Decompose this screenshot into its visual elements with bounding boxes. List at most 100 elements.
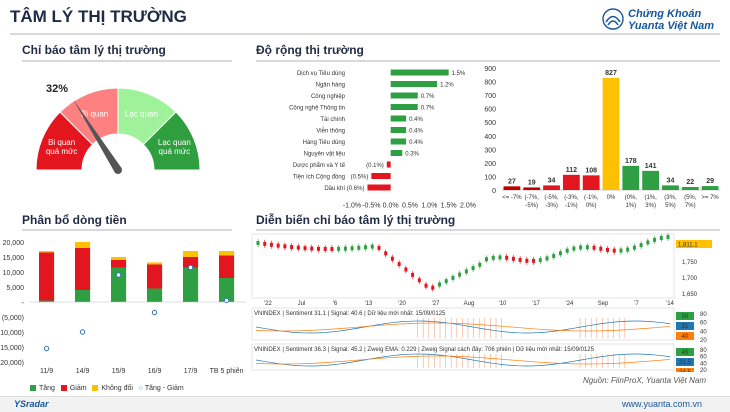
evo-candle-6 [296,245,300,250]
dist-xlabel-9-1: 7%) [685,203,696,209]
evo-p1-tick-2: 40 [700,329,707,335]
evo-candle-20 [390,256,394,261]
evo-candle-26 [431,285,435,290]
gauge-needle [72,99,122,173]
evo-p2-tick-2: 40 [700,361,707,367]
sector-bar-8 [386,161,391,168]
evo-candle-23 [411,272,415,277]
evo-candle-61 [666,235,670,240]
evo-candle-29 [451,275,455,280]
evo-p1-tick-3: 20 [700,338,707,344]
evo-candle-42 [538,258,542,263]
evo-candle-57 [639,243,643,248]
flow-bar-2-2 [111,257,127,260]
flow-bar-2-0 [39,251,55,253]
evo-candle-48 [579,245,583,250]
evo-candle-47 [572,246,576,251]
source-note: Nguồn: FiinProX, Yuanta Việt Nam [582,376,706,385]
sentiment-evolution-chart: 1,750 1,700 1,650 1,811.1 '22 Jul '6 '13 '20 '27 A… [251,233,712,372]
flow-bar-0-5 [219,278,235,302]
evo-candle-44 [552,254,556,259]
evo-p2-tick-1: 60 [700,355,707,361]
legend-net: Tăng - Giảm [144,385,184,392]
evo-xlabel-9: '24 [566,301,574,307]
flow-ytick-8: (20,000) [0,360,24,367]
flow-legend: Tăng Giảm Không đổi ○ Tăng - Giảm [30,385,184,392]
dist-xlabel-8-1: 5%) [665,203,676,209]
dist-bar-9 [681,187,699,190]
evo-xlabel-12: '14 [666,301,674,307]
dist-value-10: 29 [706,178,714,185]
evo-candle-53 [612,248,616,253]
evo-p1-value-box-2 [676,332,694,340]
evo-p2-value-box-2 [676,368,694,372]
evo-p2-value-0: 45 [682,350,689,356]
legend-flat: Không đổi [101,385,133,392]
flow-bar-0-3 [147,288,163,302]
sector-bar-5 [390,127,407,133]
evo-candle-36 [498,255,502,260]
sector-bar-2 [390,92,418,99]
evo-candle-5 [290,245,294,250]
evo-candle-49 [585,245,589,250]
dist-xlabel-0-0: <= -7% [502,195,522,201]
flow-net-point-0 [43,345,50,352]
evo-p1-tick-0: 80 [700,312,707,318]
dist-value-9: 22 [686,179,694,186]
evo-price-last: 1,811.1 [678,243,698,249]
footer-website[interactable]: www.yuanta.com.vn [621,399,702,409]
dist-xlabel-5-0: 0% [607,195,616,201]
evo-price-panel [251,233,675,299]
sector-value-6: 0.4% [409,140,423,146]
sector-bar-4 [390,115,407,122]
footer-brand: YSradar [14,399,49,409]
evo-p1-value-box-0 [676,312,694,320]
flow-net-point-4 [187,264,194,271]
flow-xlabel-5: TB 5 phiên [210,368,244,375]
page-title: TÂM LÝ THỊ TRƯỜNG [10,7,187,26]
legend-swatch-flat [92,385,99,392]
flow-ytick-0: 20,000 [3,240,25,247]
evo-xlabel-3: '13 [365,301,373,307]
flow-xlabel-4: 17/9 [184,368,198,375]
sector-label-6: Hàng Tiêu dùng [303,140,345,146]
evo-candle-22 [404,267,408,272]
breadth-divider [256,60,720,62]
sector-label-10: Dầu khí [324,186,345,192]
sector-value-10: (0.6%) [347,186,365,192]
evo-candle-27 [437,282,441,287]
evo-candle-32 [471,266,475,271]
evo-candle-50 [592,245,596,250]
evo-candle-13 [343,246,347,251]
dist-ytick-4: 400 [484,134,496,141]
dist-bar-5 [602,77,620,190]
flow-bar-2-5 [219,251,235,256]
evo-price-tick-1: 1,700 [682,276,698,282]
sector-label-8: Dược phẩm và Y tế [293,162,346,169]
dist-value-4: 108 [585,167,597,174]
evo-p2-value-box-0 [676,348,694,356]
sentiment-divider [22,60,232,62]
flow-bar-1-2 [111,260,127,268]
flow-bar-1-4 [183,257,199,268]
evo-candle-12 [337,246,341,251]
flow-bar-1-5 [219,255,235,278]
sector-xtick-0: -1.0% [343,203,361,210]
dist-xlabel-3-1: -1%) [565,203,578,209]
evo-candle-54 [619,248,623,253]
evo-candle-60 [659,236,663,241]
flow-ytick-3: 5,000 [6,285,24,292]
evo-candle-7 [303,246,307,251]
header-divider [10,33,720,35]
evo-p1-panel [251,307,675,341]
dist-bar-7 [642,170,660,190]
dist-xlabel-3-0: (-3%, [564,195,579,201]
evo-xlabel-7: '10 [499,301,507,307]
dist-xlabel-9-0: (5%, [684,195,697,201]
evo-candle-4 [283,244,287,249]
sector-value-3: 0.7% [421,106,435,112]
flow-bar-0-4 [183,267,199,302]
dist-bar-0 [503,186,521,190]
sector-value-4: 0.4% [409,117,423,123]
evo-candle-33 [478,262,482,267]
